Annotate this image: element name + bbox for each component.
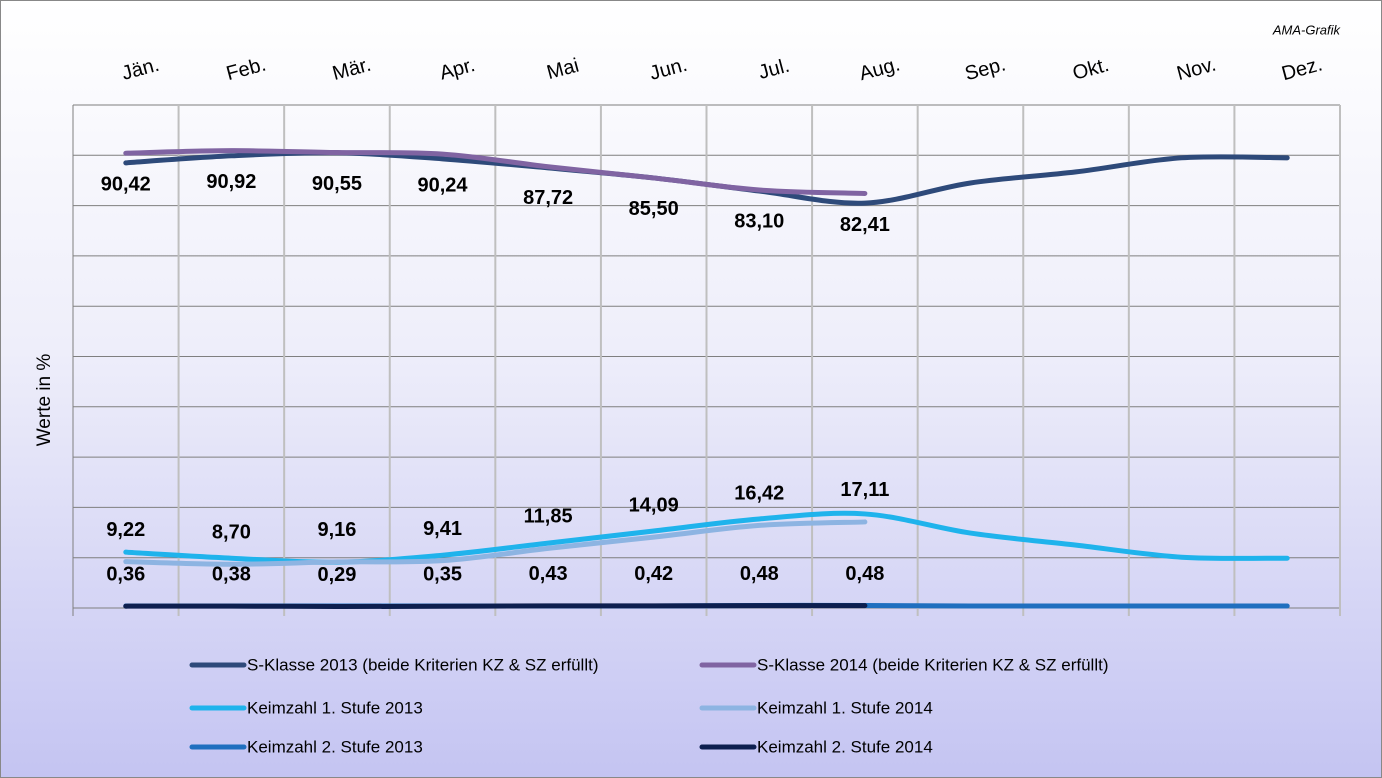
data-label: 0,48 xyxy=(740,563,779,585)
legend-label: Keimzahl 1. Stufe 2013 xyxy=(247,698,423,717)
data-label: 9,22 xyxy=(106,519,145,541)
data-label: 90,24 xyxy=(418,174,469,196)
data-label: 82,41 xyxy=(840,214,890,236)
legend-label: Keimzahl 1. Stufe 2014 xyxy=(757,698,933,717)
chart-title: AMA-Grafik xyxy=(1272,22,1342,37)
data-label: 83,10 xyxy=(734,210,784,232)
series-line xyxy=(123,519,868,567)
data-label: 14,09 xyxy=(629,494,679,516)
legend-label: Keimzahl 2. Stufe 2014 xyxy=(757,737,933,756)
data-label: 11,85 xyxy=(524,506,573,528)
legend-label: Keimzahl 2. Stufe 2013 xyxy=(247,737,423,756)
data-label: 0,35 xyxy=(423,564,462,586)
data-label: 9,41 xyxy=(423,518,462,540)
data-label: 8,70 xyxy=(212,522,251,544)
data-label: 0,43 xyxy=(529,563,568,585)
legend-label: S-Klasse 2014 (beide Kriterien KZ & SZ e… xyxy=(757,655,1108,674)
data-label: 16,42 xyxy=(734,483,784,505)
data-label: 17,11 xyxy=(840,479,889,501)
data-label: 9,16 xyxy=(317,519,356,541)
data-label: 0,29 xyxy=(317,564,356,586)
data-label: 0,48 xyxy=(845,563,884,585)
data-label: 90,55 xyxy=(312,173,362,195)
legend-label: S-Klasse 2013 (beide Kriterien KZ & SZ e… xyxy=(247,655,598,674)
data-label: 0,42 xyxy=(634,563,673,585)
data-label: 87,72 xyxy=(523,187,573,209)
data-label: 90,42 xyxy=(101,173,151,195)
data-label: 90,92 xyxy=(206,171,256,193)
data-label: 85,50 xyxy=(629,198,679,220)
series-line xyxy=(123,603,868,610)
y-axis-label: Werte in % xyxy=(34,354,55,447)
data-label: 0,36 xyxy=(106,563,145,585)
data-label: 0,38 xyxy=(212,563,251,585)
series-line xyxy=(123,148,868,196)
